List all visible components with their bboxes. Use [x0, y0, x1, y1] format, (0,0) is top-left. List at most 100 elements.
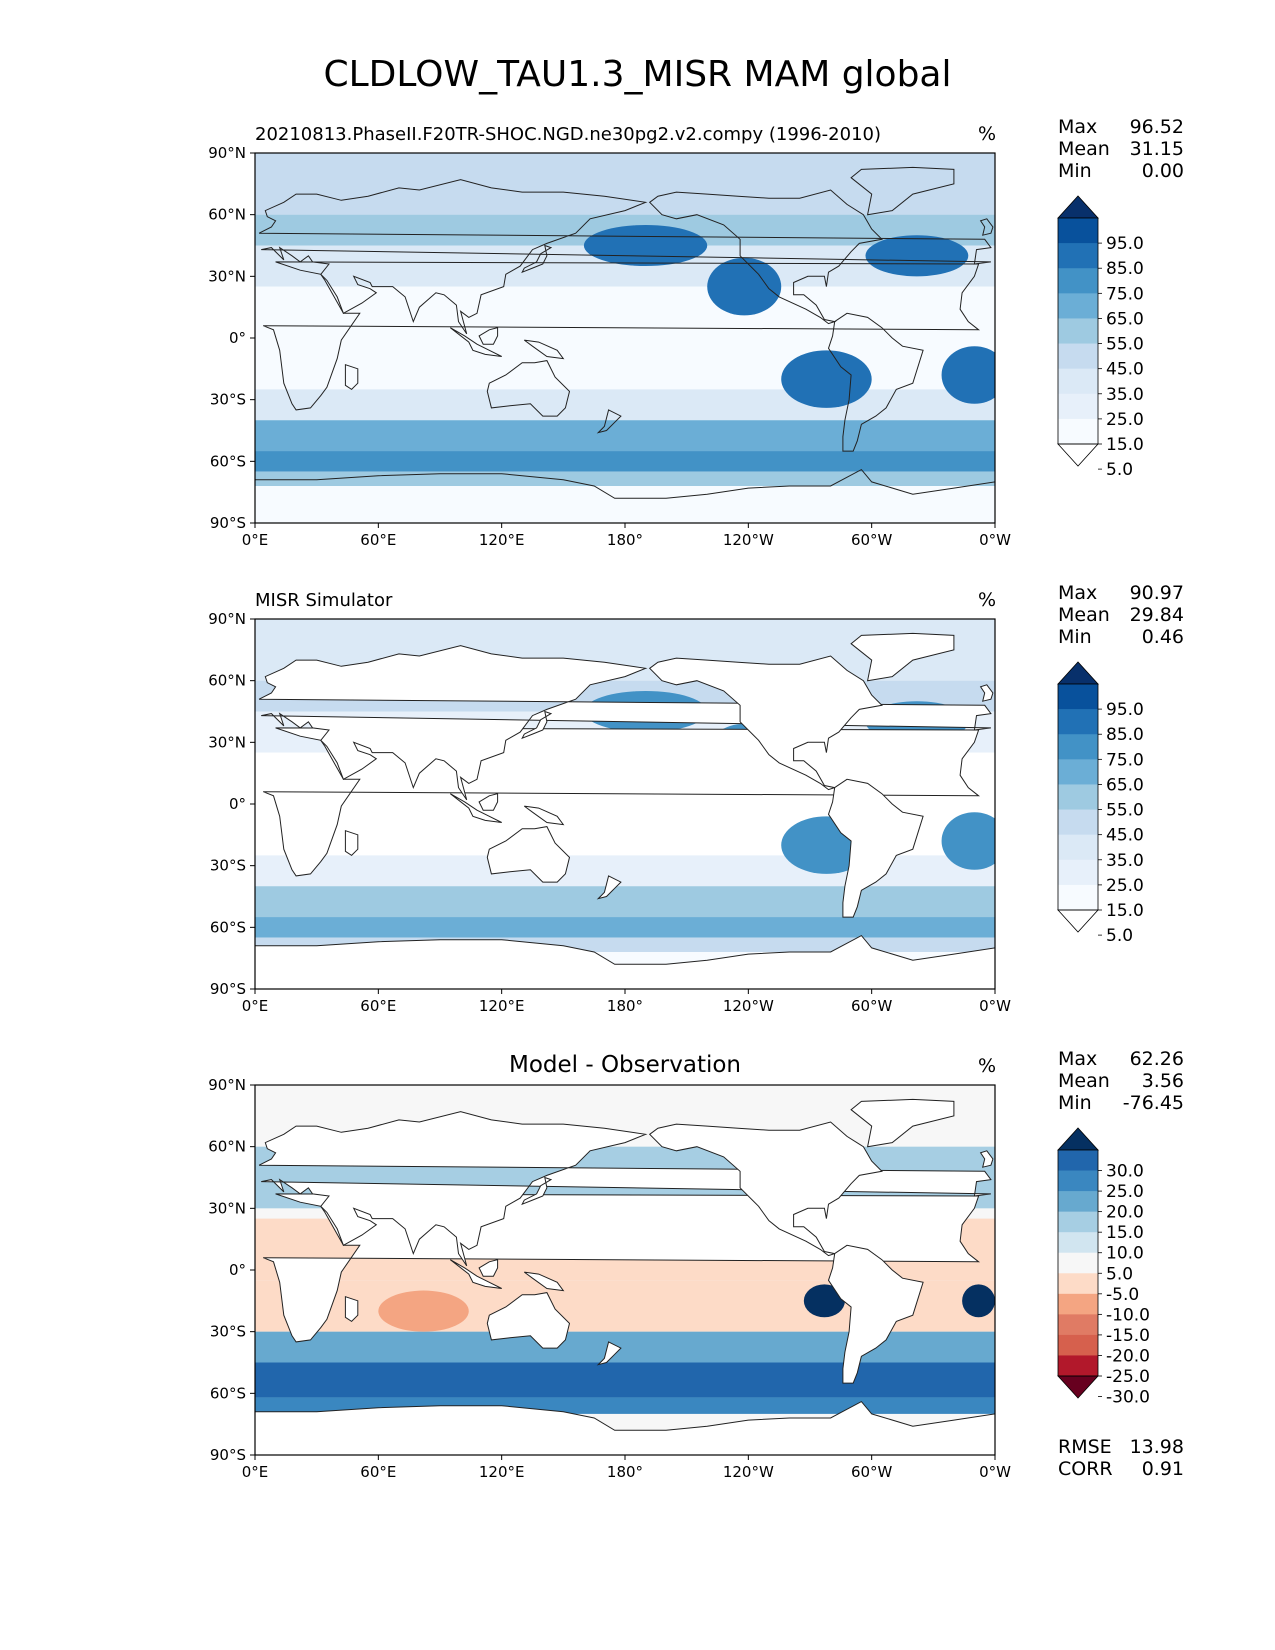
lat-tick-label: 90°N: [208, 1076, 246, 1094]
land-antarctica: [255, 1400, 995, 1455]
panel-difference: Model - Observation % Max 62.26 Mean 3.56 …: [0, 1048, 1275, 1520]
panel-title: Model - Observation: [508, 1052, 742, 1078]
stat-label-max: Max: [1058, 116, 1098, 138]
stat-value-max: 62.26: [1129, 1048, 1184, 1070]
metric-value-corr: 0.91: [1141, 1458, 1184, 1480]
coastlines: [255, 166, 995, 523]
colorbar-label: -25.0: [1106, 1367, 1150, 1387]
land-eurasia: [258, 1111, 992, 1267]
colorbar-label: 30.0: [1106, 1162, 1144, 1182]
colorbar-segment: [1058, 709, 1098, 735]
stat-label-mean: Mean: [1058, 1070, 1110, 1092]
panel-reference: MISR Simulator % Max 90.97 Mean 29.84 Min 0…: [0, 582, 1275, 1054]
stat-value-min: -76.45: [1122, 1092, 1184, 1114]
lon-tick-label: 0°W: [979, 997, 1011, 1015]
lat-tick-label: 60°S: [210, 452, 246, 470]
colorbar-label: 95.0: [1106, 234, 1144, 254]
land-newzealand: [596, 1341, 622, 1366]
stat-label-min: Min: [1058, 1092, 1092, 1114]
figure-title: CLDLOW_TAU1.3_MISR MAM global: [323, 54, 952, 95]
colorbar-segment: [1058, 368, 1098, 395]
land-north_america: [648, 1121, 883, 1257]
land-australia: [486, 360, 571, 417]
colorbar-label: -5.0: [1106, 1285, 1139, 1305]
lat-tick-label: 0°: [229, 795, 246, 813]
panel-test: 20210813.PhaseII.F20TR-SHOC.NGD.ne30pg2.…: [0, 116, 1275, 588]
colorbar-segment: [1058, 1334, 1098, 1356]
stat-label-mean: Mean: [1058, 138, 1110, 160]
lat-tick-label: 30°N: [208, 1199, 246, 1217]
lat-tick-label: 90°S: [210, 980, 246, 998]
stat-value-mean: 29.84: [1129, 604, 1184, 626]
land-australia: [486, 826, 571, 883]
lon-tick-label: 120°W: [723, 997, 774, 1015]
land-uk: [979, 1150, 994, 1168]
land-japan: [521, 244, 553, 274]
stat-value-mean: 3.56: [1141, 1070, 1184, 1092]
colorbar-segment: [1058, 1150, 1098, 1172]
land-uk: [979, 684, 994, 702]
colorbar-label: 5.0: [1106, 926, 1133, 946]
colorbar-segment: [1058, 1232, 1098, 1254]
stat-label-max: Max: [1058, 582, 1098, 604]
stat-label-max: Max: [1058, 1048, 1098, 1070]
colorbar-label: -15.0: [1106, 1326, 1150, 1346]
colorbar-label: 75.0: [1106, 750, 1144, 770]
land-australia: [486, 1292, 571, 1349]
colorbar-segment: [1058, 318, 1098, 345]
colorbar-label: 25.0: [1106, 410, 1144, 430]
colorbar-label: 5.0: [1106, 1264, 1133, 1284]
lon-tick-label: 0°E: [242, 531, 269, 549]
coastlines: [255, 632, 995, 989]
lon-tick-label: 120°W: [723, 531, 774, 549]
colorbar-segment: [1058, 293, 1098, 319]
land-japan: [521, 1176, 553, 1206]
colorbar-label: 20.0: [1106, 1203, 1144, 1223]
lon-tick-label: 0°E: [242, 997, 269, 1015]
land-antarctica: [255, 468, 995, 523]
land-madagascar: [344, 364, 359, 391]
lon-tick-label: 120°E: [479, 531, 525, 549]
land-africa: [263, 261, 981, 411]
stat-label-min: Min: [1058, 626, 1092, 648]
colorbar-segment: [1058, 1293, 1098, 1315]
colorbar-extend-top: [1057, 195, 1099, 219]
lon-tick-label: 120°W: [723, 1463, 774, 1481]
lon-tick-label: 0°E: [242, 1463, 269, 1481]
stat-value-max: 90.97: [1129, 582, 1184, 604]
stats-box: Max 96.52 Mean 31.15 Min 0.00: [1058, 116, 1184, 182]
colorbar-extend-bottom: [1057, 443, 1099, 467]
colorbar-label: 75.0: [1106, 284, 1144, 304]
lon-tick-label: 120°E: [479, 997, 525, 1015]
lat-tick-label: 0°: [229, 1261, 246, 1279]
land-newzealand: [596, 409, 622, 434]
land-japan: [521, 710, 553, 740]
colorbar-segment: [1058, 1211, 1098, 1233]
lat-tick-label: 60°S: [210, 1384, 246, 1402]
land-eurasia: [258, 645, 992, 801]
coastlines: [255, 1098, 995, 1455]
colorbar-label: 35.0: [1106, 851, 1144, 871]
stat-label-min: Min: [1058, 160, 1092, 182]
colorbar-segment: [1058, 834, 1098, 861]
colorbar-label: 55.0: [1106, 801, 1144, 821]
colorbar-label: 15.0: [1106, 435, 1144, 455]
colorbar-label: 25.0: [1106, 1182, 1144, 1202]
colorbar-segment: [1058, 218, 1098, 244]
land-borneo: [478, 327, 499, 345]
lon-tick-label: 180°: [607, 531, 643, 549]
lon-tick-label: 60°W: [851, 531, 893, 549]
land-south_america: [827, 778, 924, 918]
unit-label: %: [978, 589, 997, 611]
field-contours: [255, 153, 995, 523]
colorbar-extend-top: [1057, 661, 1099, 685]
colorbar-label: 45.0: [1106, 826, 1144, 846]
land-borneo: [478, 1259, 499, 1277]
lat-tick-label: 60°N: [208, 672, 246, 690]
colorbar-segment: [1058, 1355, 1098, 1377]
colorbar-label: -30.0: [1106, 1388, 1150, 1408]
colorbar-label: 15.0: [1106, 1223, 1144, 1243]
colorbar-extend-bottom: [1057, 909, 1099, 933]
lat-tick-label: 30°N: [208, 267, 246, 285]
land-greenland: [850, 166, 955, 216]
